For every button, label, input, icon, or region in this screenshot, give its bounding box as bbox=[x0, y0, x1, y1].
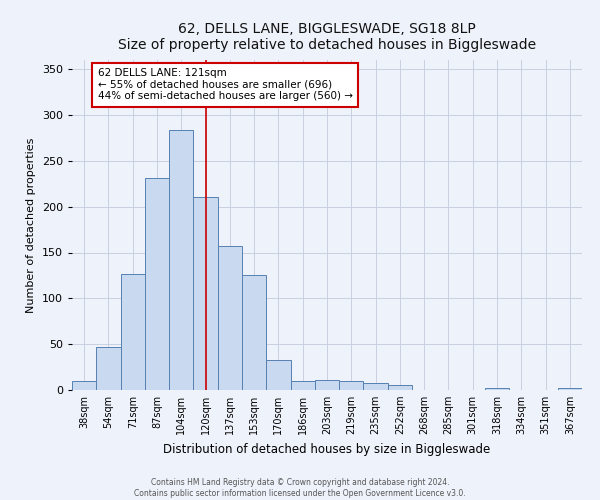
Bar bbox=[315, 380, 339, 390]
Bar bbox=[96, 347, 121, 390]
Bar bbox=[388, 384, 412, 390]
Bar bbox=[290, 381, 315, 390]
Bar bbox=[485, 388, 509, 390]
Bar bbox=[72, 381, 96, 390]
Bar bbox=[266, 360, 290, 390]
Y-axis label: Number of detached properties: Number of detached properties bbox=[26, 138, 36, 312]
Bar bbox=[121, 274, 145, 390]
Title: 62, DELLS LANE, BIGGLESWADE, SG18 8LP
Size of property relative to detached hous: 62, DELLS LANE, BIGGLESWADE, SG18 8LP Si… bbox=[118, 22, 536, 52]
Bar bbox=[339, 381, 364, 390]
Bar bbox=[169, 130, 193, 390]
Bar bbox=[364, 382, 388, 390]
X-axis label: Distribution of detached houses by size in Biggleswade: Distribution of detached houses by size … bbox=[163, 442, 491, 456]
Bar bbox=[242, 274, 266, 390]
Bar bbox=[145, 178, 169, 390]
Bar bbox=[218, 246, 242, 390]
Bar bbox=[558, 388, 582, 390]
Text: 62 DELLS LANE: 121sqm
← 55% of detached houses are smaller (696)
44% of semi-det: 62 DELLS LANE: 121sqm ← 55% of detached … bbox=[97, 68, 353, 102]
Text: Contains HM Land Registry data © Crown copyright and database right 2024.
Contai: Contains HM Land Registry data © Crown c… bbox=[134, 478, 466, 498]
Bar bbox=[193, 198, 218, 390]
